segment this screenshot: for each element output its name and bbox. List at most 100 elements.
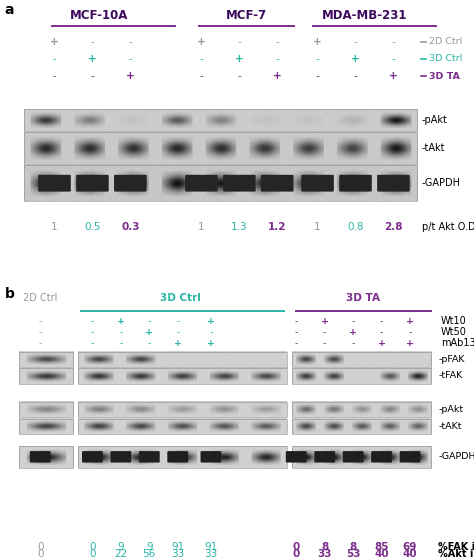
Text: -: -: [200, 54, 203, 64]
Text: -: -: [237, 37, 241, 47]
Text: +: +: [88, 54, 97, 64]
Text: 53: 53: [346, 549, 360, 558]
Bar: [24, 109, 417, 131]
Text: -tAKt: -tAKt: [438, 422, 462, 431]
FancyBboxPatch shape: [301, 175, 334, 191]
Bar: [292, 368, 431, 383]
Text: 0.3: 0.3: [121, 222, 140, 232]
Text: -: -: [38, 328, 42, 337]
Text: 2D Ctrl: 2D Ctrl: [429, 37, 462, 46]
Text: 0: 0: [37, 542, 44, 552]
Text: +: +: [126, 71, 135, 81]
Text: -: -: [323, 339, 327, 348]
Text: -: -: [176, 328, 180, 337]
Text: +: +: [406, 339, 414, 348]
Bar: [78, 419, 287, 435]
Text: 33: 33: [204, 549, 218, 558]
FancyBboxPatch shape: [223, 175, 255, 191]
Text: -GAPDH: -GAPDH: [438, 453, 474, 461]
Text: -: -: [200, 71, 203, 81]
Text: -: -: [91, 71, 94, 81]
Bar: [19, 352, 73, 367]
FancyBboxPatch shape: [339, 175, 372, 191]
Text: +: +: [207, 317, 215, 326]
Text: mAb13: mAb13: [441, 338, 474, 348]
FancyBboxPatch shape: [185, 175, 218, 191]
Text: -: -: [294, 339, 298, 348]
Text: -: -: [128, 37, 132, 47]
Text: -: -: [209, 328, 213, 337]
Text: 40: 40: [403, 549, 417, 558]
Text: -: -: [91, 339, 94, 348]
Bar: [19, 446, 73, 468]
Text: -: -: [316, 54, 319, 64]
Text: -: -: [147, 339, 151, 348]
Text: +: +: [50, 37, 59, 47]
Text: -: -: [351, 317, 355, 326]
Text: -: -: [380, 328, 383, 337]
Bar: [78, 402, 287, 417]
Text: 40: 40: [374, 549, 389, 558]
Text: +: +: [207, 339, 215, 348]
Text: -: -: [38, 317, 42, 326]
Text: 0: 0: [292, 549, 300, 558]
Text: -: -: [91, 37, 94, 47]
Text: 0: 0: [89, 542, 96, 552]
Text: Wt50: Wt50: [441, 328, 467, 338]
Text: -: -: [237, 71, 241, 81]
Bar: [19, 402, 73, 417]
Text: 3D Ctrl: 3D Ctrl: [160, 293, 201, 303]
Text: -: -: [316, 71, 319, 81]
Bar: [19, 368, 73, 383]
Text: -: -: [119, 328, 123, 337]
Text: +: +: [321, 317, 328, 326]
Text: -: -: [38, 339, 42, 348]
Text: a: a: [5, 3, 14, 17]
Text: 85: 85: [374, 542, 389, 552]
FancyBboxPatch shape: [286, 451, 307, 463]
Text: -GAPDH: -GAPDH: [422, 178, 461, 188]
Text: -: -: [294, 317, 298, 326]
Text: 2.8: 2.8: [384, 222, 403, 232]
Text: +: +: [349, 328, 357, 337]
Bar: [78, 446, 287, 468]
Text: 1: 1: [314, 222, 321, 232]
FancyBboxPatch shape: [400, 451, 420, 463]
Text: -: -: [119, 339, 123, 348]
Text: -: -: [53, 71, 56, 81]
FancyBboxPatch shape: [139, 451, 160, 463]
FancyBboxPatch shape: [261, 175, 293, 191]
Text: -pAkt: -pAkt: [438, 405, 464, 414]
Text: 1: 1: [198, 222, 205, 232]
Text: -: -: [128, 54, 132, 64]
Text: -: -: [91, 328, 94, 337]
Text: b: b: [5, 287, 15, 301]
Text: 9: 9: [118, 542, 124, 552]
FancyBboxPatch shape: [377, 175, 410, 191]
Text: 0.5: 0.5: [84, 222, 100, 232]
Bar: [19, 419, 73, 435]
Text: 8: 8: [349, 542, 357, 552]
Text: Wt10: Wt10: [441, 316, 466, 326]
Text: -: -: [294, 328, 298, 337]
Text: MCF-10A: MCF-10A: [70, 8, 129, 22]
Text: 3D TA: 3D TA: [429, 71, 460, 81]
Text: +: +: [351, 54, 360, 64]
Text: -: -: [392, 37, 395, 47]
Text: +: +: [146, 328, 153, 337]
Text: 0: 0: [292, 542, 300, 552]
Bar: [78, 352, 287, 367]
Text: 56: 56: [143, 549, 156, 558]
Bar: [78, 368, 287, 383]
FancyBboxPatch shape: [110, 451, 131, 463]
Text: -: -: [53, 54, 56, 64]
Text: -: -: [275, 37, 279, 47]
Text: 1.3: 1.3: [231, 222, 248, 232]
Text: +: +: [197, 37, 206, 47]
FancyBboxPatch shape: [38, 175, 71, 191]
FancyBboxPatch shape: [343, 451, 364, 463]
Text: MCF-7: MCF-7: [226, 8, 267, 22]
Text: -: -: [91, 317, 94, 326]
Text: 8: 8: [321, 542, 328, 552]
Text: 3D Ctrl: 3D Ctrl: [429, 55, 462, 64]
